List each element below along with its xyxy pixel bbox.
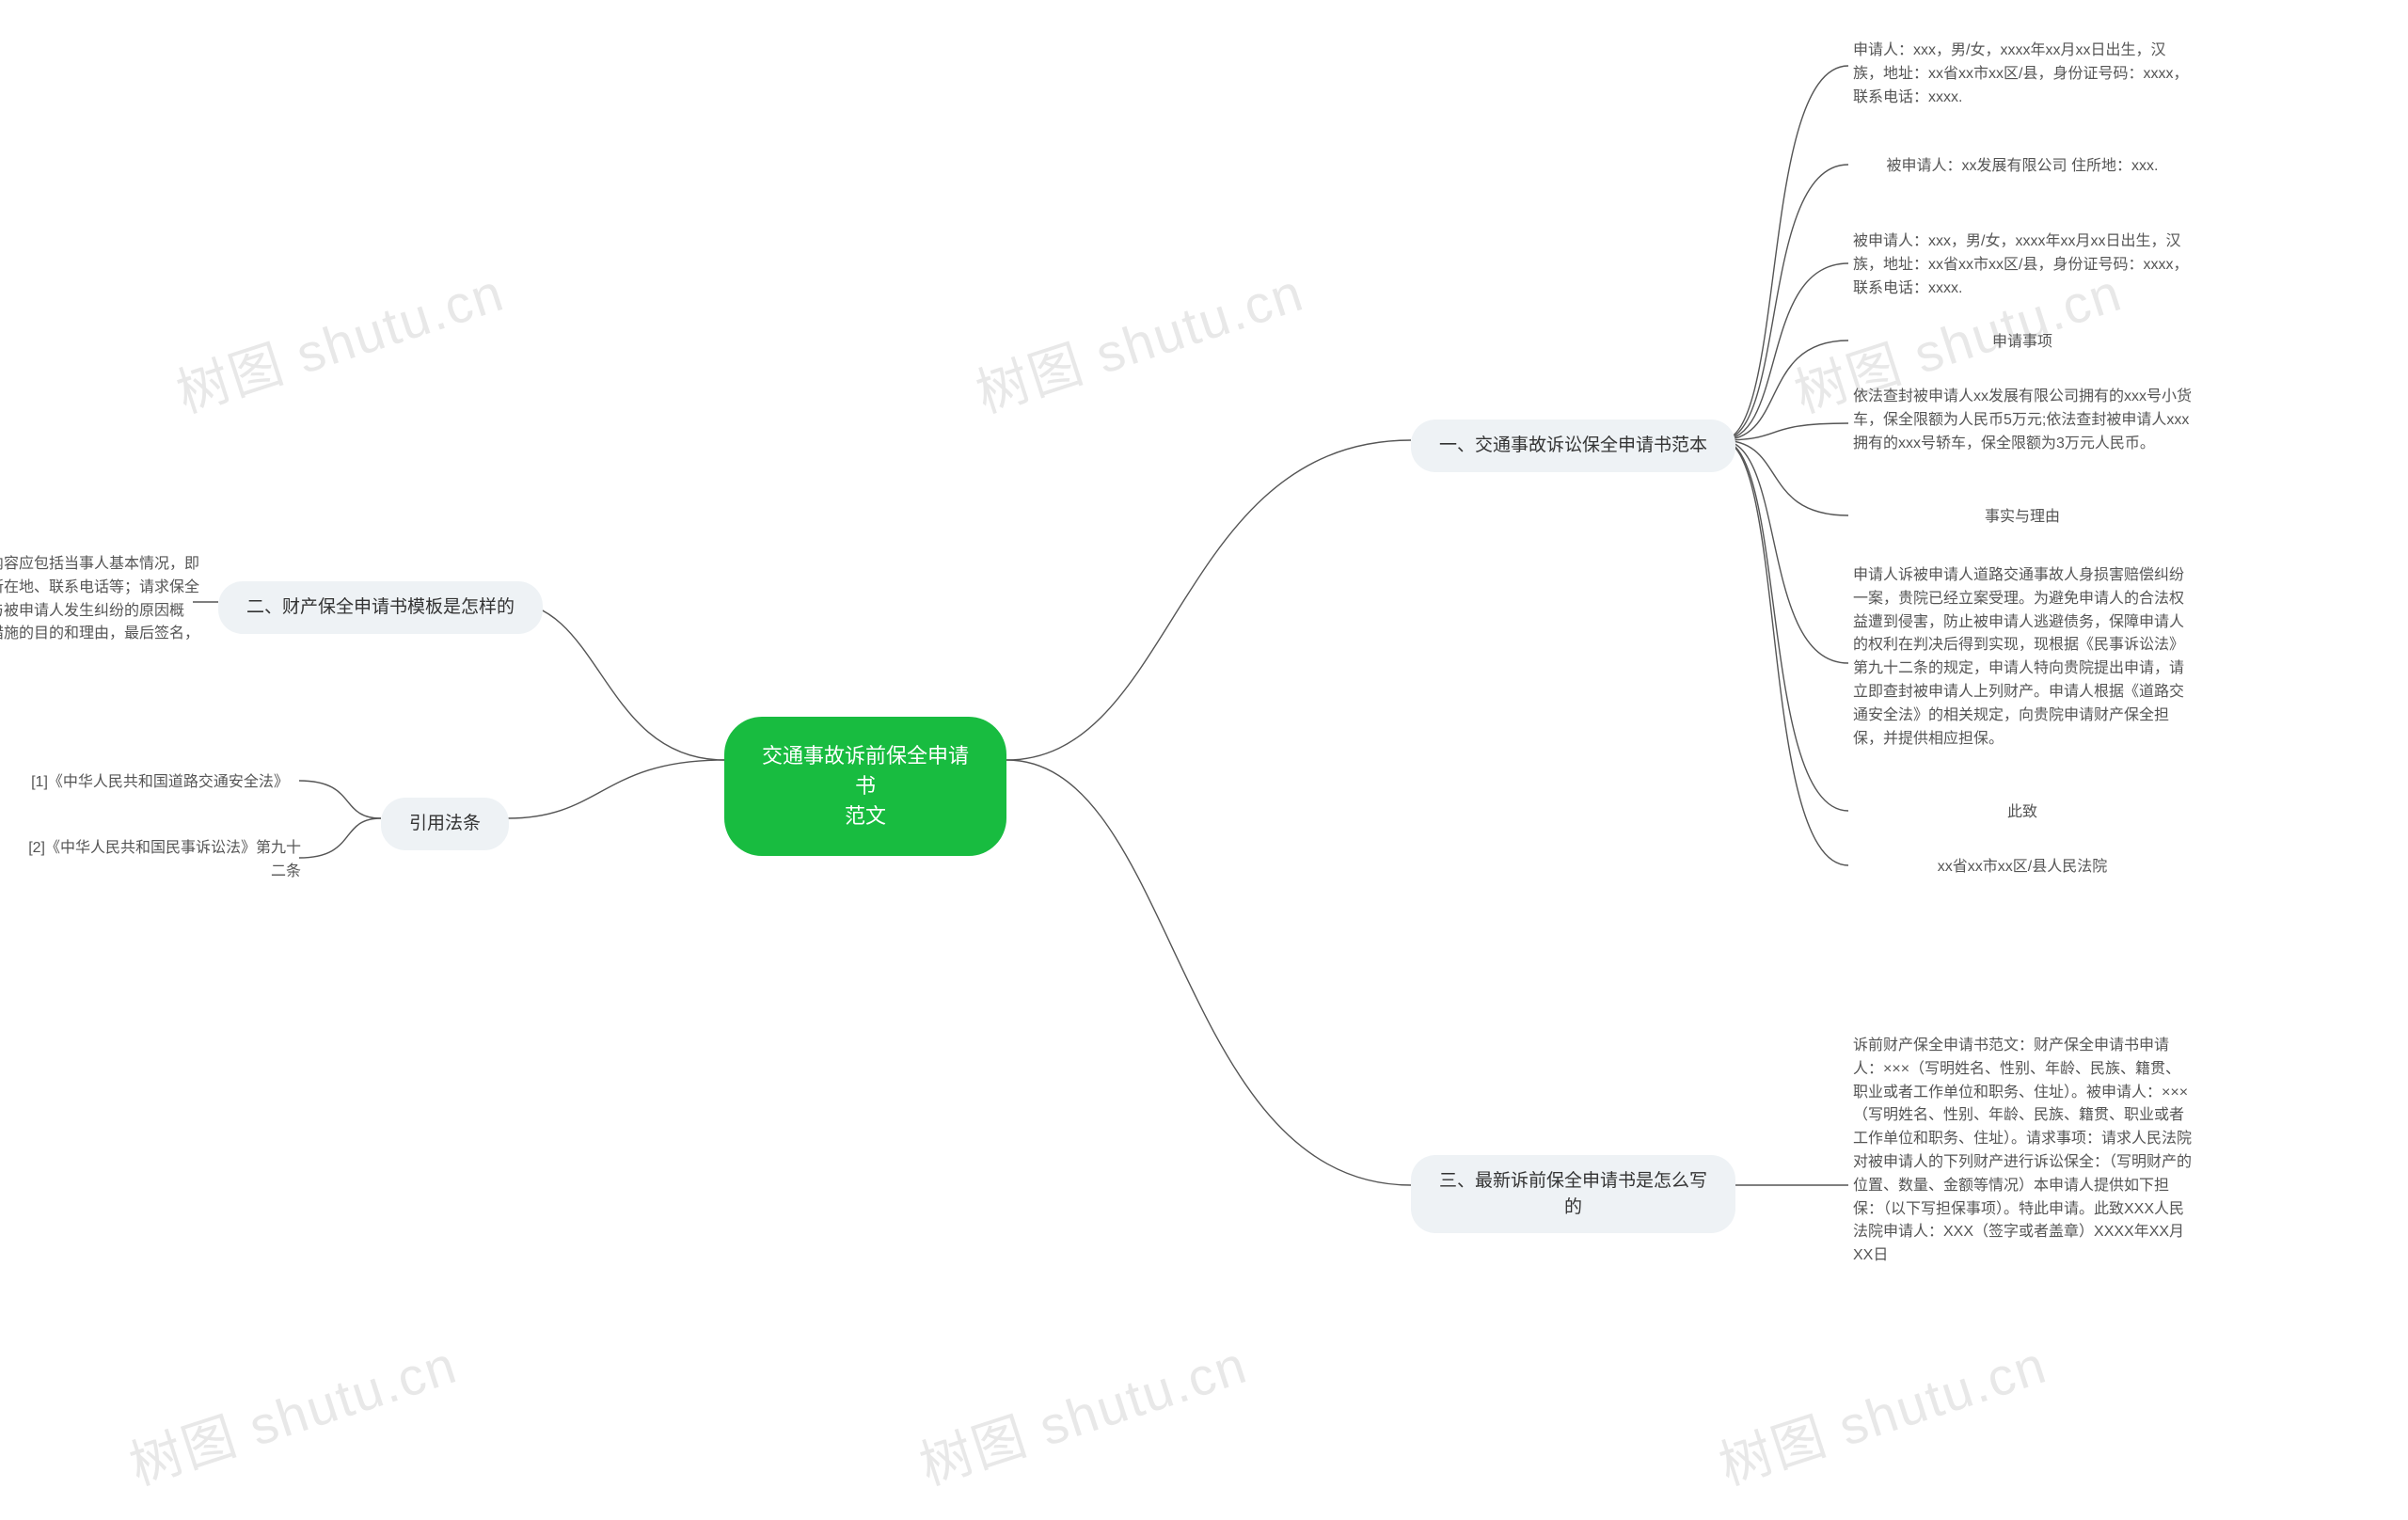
leaf-b1-1: 被申请人：xx发展有限公司 住所地：xxx. — [1853, 155, 2192, 179]
leaf-b1-0: 申请人：xxx，男/女，xxxx年xx月xx日出生，汉族，地址：xx省xx市xx… — [1853, 40, 2192, 109]
branch-1-label: 一、交通事故诉讼保全申请书范本 — [1439, 433, 1707, 459]
watermark: 树图 shutu.cn — [965, 250, 1312, 428]
connector-layer — [0, 0, 2408, 1520]
leaf-b1-2: 被申请人：xxx，男/女，xxxx年xx月xx日出生，汉族，地址：xx省xx市x… — [1853, 230, 2192, 300]
branch-node-1: 一、交通事故诉讼保全申请书范本 — [1411, 420, 1735, 472]
branch-node-3: 三、最新诉前保全申请书是怎么写 的 — [1411, 1155, 1735, 1233]
watermark: 树图 shutu.cn — [119, 1322, 466, 1500]
leaf-b1-3: 申请事项 — [1853, 331, 2192, 355]
root-label: 交通事故诉前保全申请书 范文 — [760, 741, 971, 831]
branch-node-2: 二、财产保全申请书模板是怎样的 — [218, 581, 543, 634]
leaf-b2-0: 财产保全申请书的内容应包括当事人基本情况，即姓名、性别、户籍所在地、联系电话等；… — [0, 553, 207, 670]
branch-node-law: 引用法条 — [381, 798, 509, 850]
branch-3-label: 三、最新诉前保全申请书是怎么写 的 — [1439, 1168, 1707, 1220]
leaf-b1-8: xx省xx市xx区/县人民法院 — [1853, 856, 2192, 879]
branch-2-label: 二、财产保全申请书模板是怎样的 — [246, 594, 515, 621]
watermark: 树图 shutu.cn — [909, 1322, 1256, 1500]
watermark: 树图 shutu.cn — [1708, 1322, 2055, 1500]
branch-law-label: 引用法条 — [409, 811, 481, 837]
leaf-law-0: [1]《中华人民共和国道路交通安全法》 — [19, 771, 301, 795]
root-node: 交通事故诉前保全申请书 范文 — [724, 717, 1006, 856]
leaf-b1-6: 申请人诉被申请人道路交通事故人身损害赔偿纠纷一案，贵院已经立案受理。为避免申请人… — [1853, 564, 2192, 751]
leaf-b1-7: 此致 — [1853, 801, 2192, 825]
leaf-law-1: [2]《中华人民共和国民事诉讼法》第九十二条 — [19, 837, 301, 884]
leaf-b3-0: 诉前财产保全申请书范文：财产保全申请书申请人：×××（写明姓名、性别、年龄、民族… — [1853, 1035, 2192, 1268]
leaf-b1-4: 依法查封被申请人xx发展有限公司拥有的xxx号小货车，保全限额为人民币5万元;依… — [1853, 386, 2192, 455]
watermark: 树图 shutu.cn — [166, 250, 513, 428]
leaf-b1-5: 事实与理由 — [1853, 506, 2192, 530]
